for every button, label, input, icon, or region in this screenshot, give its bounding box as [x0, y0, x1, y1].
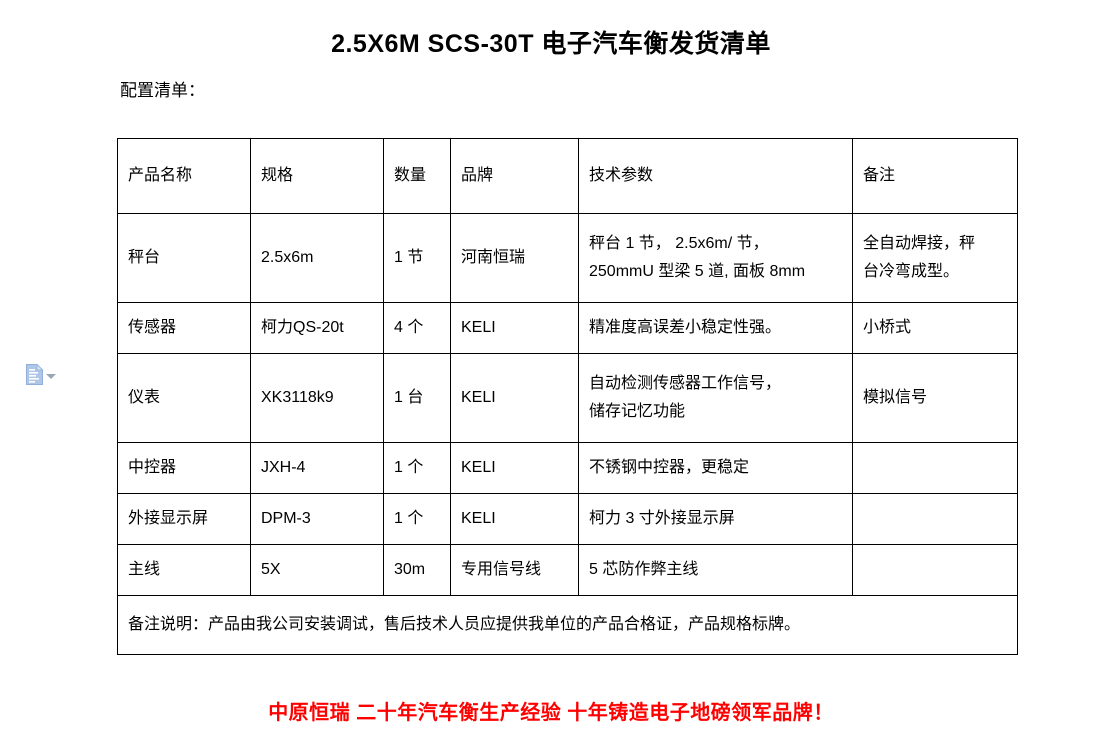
cell-product-name: 外接显示屏 — [117, 493, 251, 545]
paste-options-widget[interactable] — [26, 363, 56, 385]
cell-remark: 模拟信号 — [852, 353, 1018, 443]
specification-table: 产品名称 规格 数量 品牌 技术参数 备注 秤台 2.5x6m 1 节 河南恒瑞… — [117, 138, 1018, 655]
table-row: 仪表 XK3118k9 1 台 KELI 自动检测传感器工作信号， 储存记忆功能… — [117, 353, 1018, 443]
cell-product-name: 秤台 — [117, 213, 251, 303]
column-header-tech-params: 技术参数 — [578, 138, 853, 214]
cell-spec: XK3118k9 — [250, 353, 384, 443]
cell-tech-params: 柯力 3 寸外接显示屏 — [578, 493, 853, 545]
cell-tech-params: 精准度高误差小稳定性强。 — [578, 302, 853, 354]
table-footnote-row: 备注说明：产品由我公司安装调试，售后技术人员应提供我单位的产品合格证，产品规格标… — [117, 595, 1018, 655]
config-list-label: 配置清单： — [120, 81, 205, 100]
cell-tech-params: 秤台 1 节， 2.5x6m/ 节， 250mmU 型梁 5 道, 面板 8mm — [578, 213, 853, 303]
cell-remark: 全自动焊接，秤 台冷弯成型。 — [852, 213, 1018, 303]
table-header-row: 产品名称 规格 数量 品牌 技术参数 备注 — [117, 138, 1018, 214]
cell-brand: KELI — [450, 353, 579, 443]
cell-remark: 小桥式 — [852, 302, 1018, 354]
cell-quantity: 1 个 — [383, 493, 451, 545]
cell-quantity: 4 个 — [383, 302, 451, 354]
cell-tech-line: 秤台 1 节， 2.5x6m/ 节， — [589, 235, 769, 252]
cell-remark — [852, 442, 1018, 494]
cell-spec: 2.5x6m — [250, 213, 384, 303]
cell-spec: 柯力QS-20t — [250, 302, 384, 354]
chevron-down-icon[interactable] — [46, 373, 56, 379]
column-header-quantity: 数量 — [383, 138, 451, 214]
table-row: 传感器 柯力QS-20t 4 个 KELI 精准度高误差小稳定性强。 小桥式 — [117, 302, 1018, 354]
table-row: 中控器 JXH-4 1 个 KELI 不锈钢中控器，更稳定 — [117, 442, 1018, 494]
cell-quantity: 1 台 — [383, 353, 451, 443]
cell-product-name: 仪表 — [117, 353, 251, 443]
cell-tech-params: 5 芯防作弊主线 — [578, 544, 853, 596]
cell-brand: KELI — [450, 302, 579, 354]
cell-remark-line: 台冷弯成型。 — [863, 263, 960, 280]
cell-product-name: 传感器 — [117, 302, 251, 354]
cell-spec: 5X — [250, 544, 384, 596]
cell-tech-params: 不锈钢中控器，更稳定 — [578, 442, 853, 494]
cell-brand: KELI — [450, 493, 579, 545]
cell-brand: 河南恒瑞 — [450, 213, 579, 303]
cell-remark-line: 全自动焊接，秤 — [863, 235, 976, 252]
cell-tech-line: 250mmU 型梁 5 道, 面板 8mm — [589, 263, 806, 280]
cell-spec: DPM-3 — [250, 493, 384, 545]
cell-spec: JXH-4 — [250, 442, 384, 494]
cell-brand: KELI — [450, 442, 579, 494]
cell-product-name: 主线 — [117, 544, 251, 596]
table-row: 主线 5X 30m 专用信号线 5 芯防作弊主线 — [117, 544, 1018, 596]
column-header-brand: 品牌 — [450, 138, 579, 214]
cell-quantity: 1 个 — [383, 442, 451, 494]
paste-options-icon[interactable] — [26, 363, 44, 385]
cell-remark — [852, 493, 1018, 545]
cell-tech-line: 储存记忆功能 — [589, 403, 686, 420]
cell-product-name: 中控器 — [117, 442, 251, 494]
column-header-product-name: 产品名称 — [117, 138, 251, 214]
cell-remark — [852, 544, 1018, 596]
table-row: 外接显示屏 DPM-3 1 个 KELI 柯力 3 寸外接显示屏 — [117, 493, 1018, 545]
table-row: 秤台 2.5x6m 1 节 河南恒瑞 秤台 1 节， 2.5x6m/ 节， 25… — [117, 213, 1018, 303]
column-header-remark: 备注 — [852, 138, 1018, 214]
company-slogan: 中原恒瑞 二十年汽车衡生产经验 十年铸造电子地磅领军品牌！ — [268, 702, 834, 724]
cell-quantity: 30m — [383, 544, 451, 596]
column-header-spec: 规格 — [250, 138, 384, 214]
table-footnote: 备注说明：产品由我公司安装调试，售后技术人员应提供我单位的产品合格证，产品规格标… — [117, 595, 1018, 655]
cell-tech-line: 自动检测传感器工作信号， — [589, 375, 782, 392]
page-title: 2.5X6M SCS-30T 电子汽车衡发货清单 — [331, 30, 771, 58]
cell-tech-params: 自动检测传感器工作信号， 储存记忆功能 — [578, 353, 853, 443]
cell-brand: 专用信号线 — [450, 544, 579, 596]
cell-quantity: 1 节 — [383, 213, 451, 303]
